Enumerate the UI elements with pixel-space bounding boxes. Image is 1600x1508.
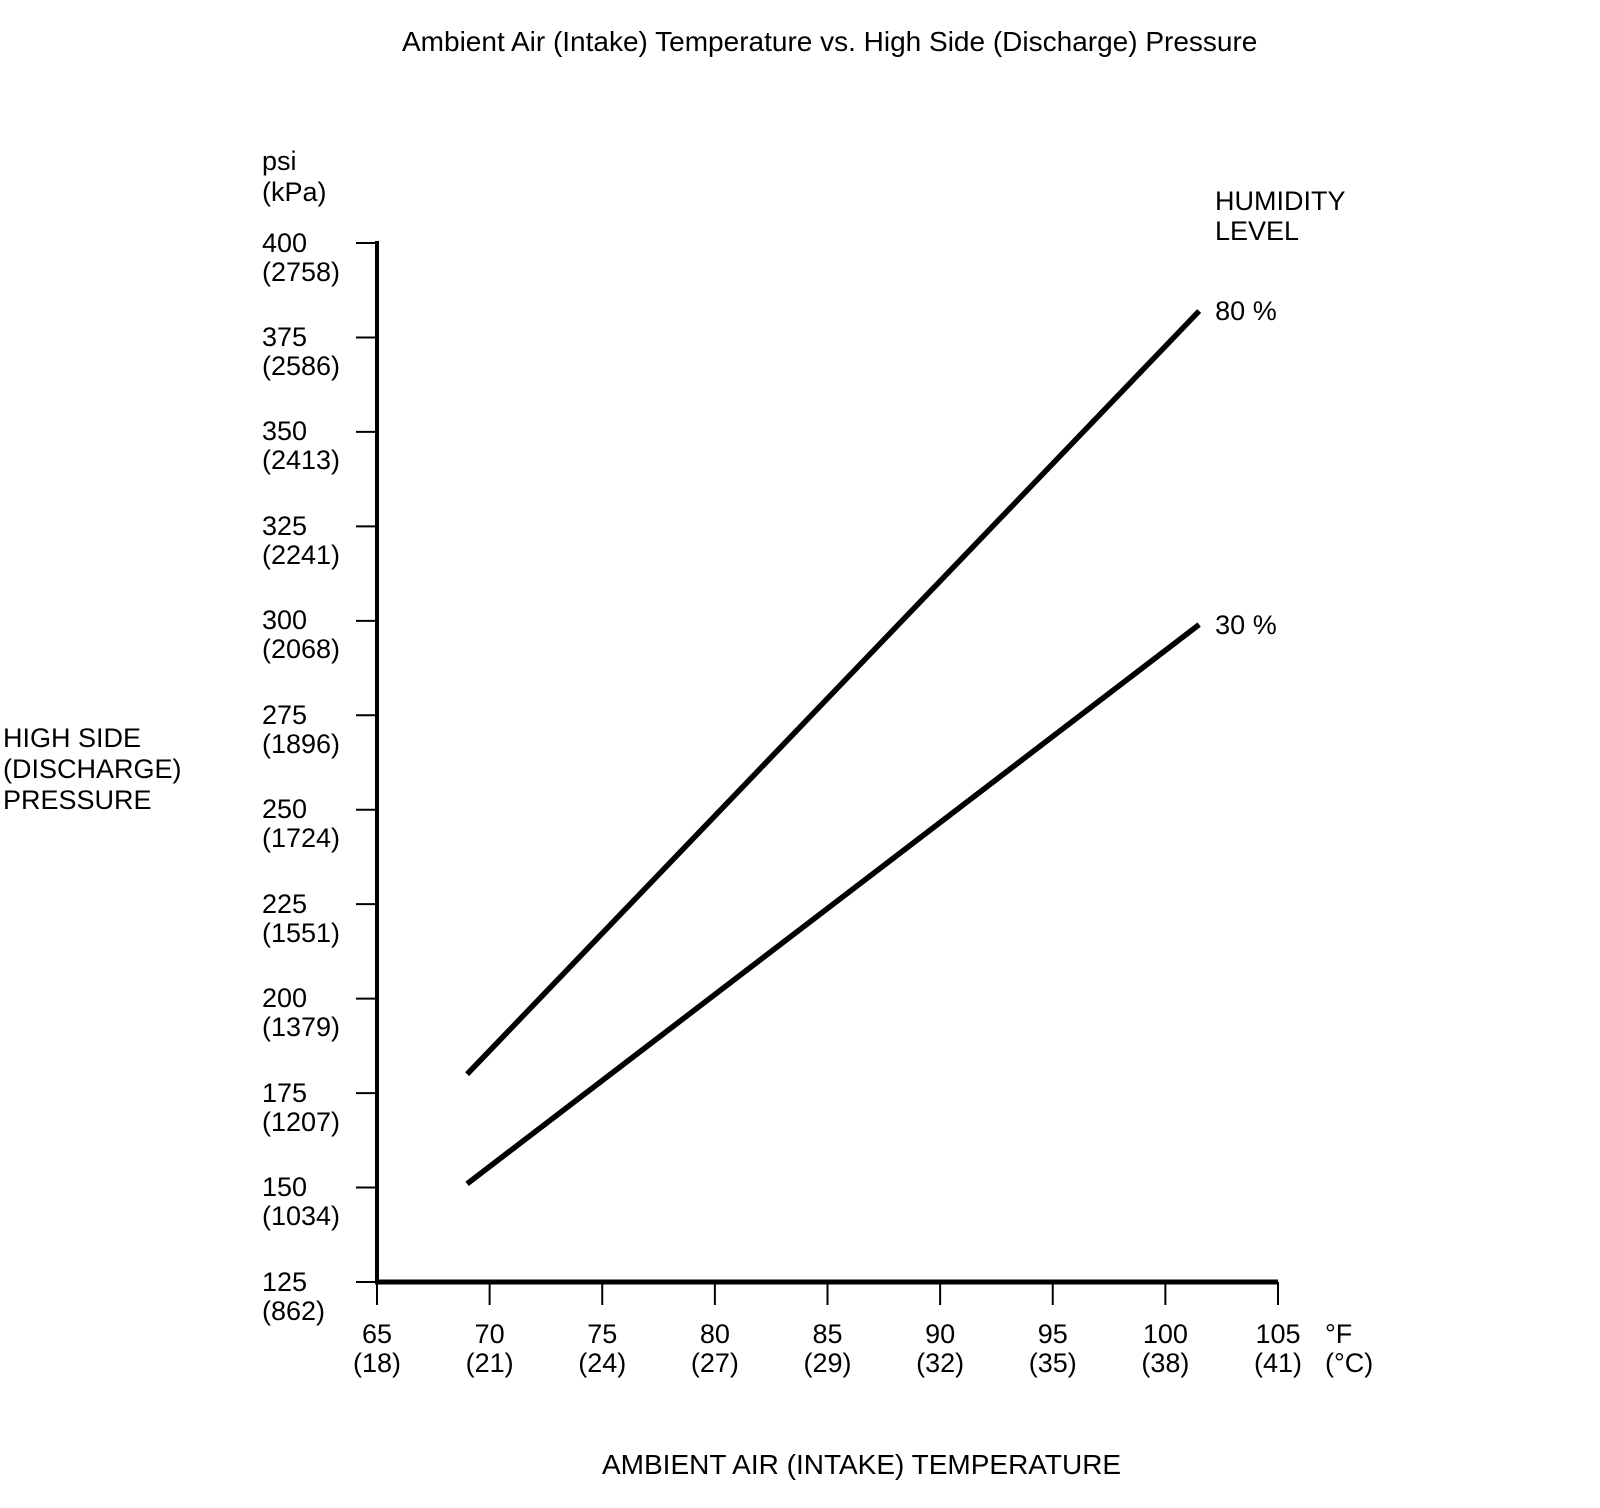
y-tick-label: 125 (862) bbox=[262, 1266, 326, 1326]
y-tick-label: 325 (2241) bbox=[262, 510, 341, 570]
x-tick-label: 65 (18) bbox=[352, 1319, 402, 1378]
chart-title: Ambient Air (Intake) Temperature vs. Hig… bbox=[402, 26, 1258, 57]
x-axis-unit-label: °F (°C) bbox=[1325, 1320, 1373, 1378]
x-tick-label: 95 (35) bbox=[1028, 1319, 1077, 1378]
y-tick-label: 200 (1379) bbox=[262, 983, 341, 1043]
y-tick-label: 350 (2413) bbox=[262, 416, 341, 476]
y-axis-title: HIGH SIDE (DISCHARGE) PRESSURE bbox=[3, 723, 182, 815]
x-tick-label: 75 (24) bbox=[578, 1319, 627, 1378]
x-tick-label: 90 (32) bbox=[916, 1319, 965, 1378]
legend-title: HUMIDITY LEVEL bbox=[1215, 186, 1346, 246]
x-tick-label: 70 (21) bbox=[465, 1319, 514, 1378]
y-axis-unit-label: psi (kPa) bbox=[262, 146, 327, 208]
series-label: 30 % bbox=[1215, 609, 1277, 640]
x-axis-unit-f: °F bbox=[1325, 1319, 1353, 1349]
y-tick-label: 300 (2068) bbox=[262, 605, 341, 665]
x-tick-label: 85 (29) bbox=[803, 1319, 852, 1378]
y-tick-label: 225 (1551) bbox=[262, 888, 341, 948]
y-axis-unit-psi: psi bbox=[262, 146, 297, 176]
series-line-80 bbox=[465, 309, 1202, 1077]
y-tick-label: 275 (1896) bbox=[262, 699, 341, 759]
x-axis-title: AMBIENT AIR (INTAKE) TEMPERATURE bbox=[602, 1449, 1122, 1480]
y-tick-label: 150 (1034) bbox=[262, 1172, 341, 1232]
x-tick-label: 105 (41) bbox=[1253, 1319, 1303, 1378]
y-tick-label: 375 (2586) bbox=[262, 321, 341, 381]
y-tick-label: 175 (1207) bbox=[262, 1077, 341, 1137]
series-label: 80 % bbox=[1215, 296, 1277, 326]
x-tick-label: 100 (38) bbox=[1141, 1319, 1190, 1378]
y-tick-label: 250 (1724) bbox=[262, 794, 341, 854]
x-tick-label: 80 (27) bbox=[690, 1319, 739, 1378]
series-line-30 bbox=[465, 622, 1201, 1186]
x-axis-unit-c: (°C) bbox=[1325, 1348, 1374, 1378]
y-tick-label: 400 (2758) bbox=[262, 227, 341, 287]
y-axis-unit-kpa: (kPa) bbox=[262, 177, 327, 207]
